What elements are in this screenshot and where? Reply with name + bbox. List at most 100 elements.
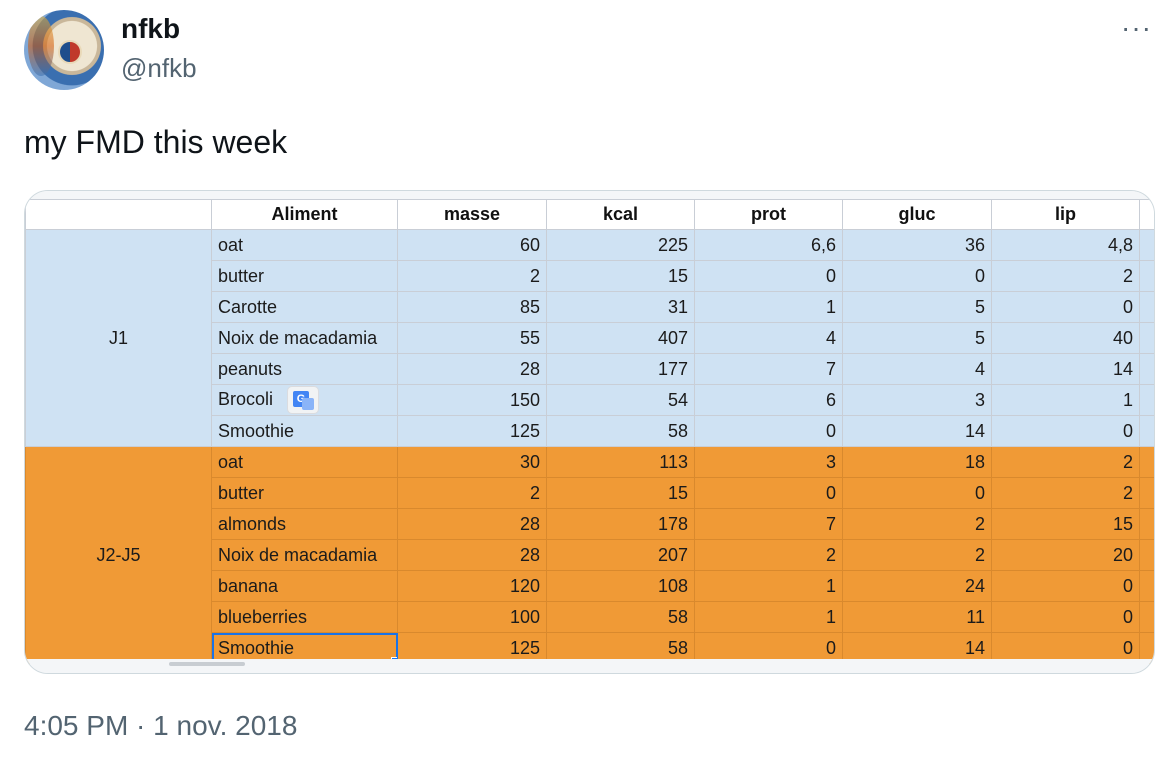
value-cell[interactable]: 18: [842, 446, 992, 478]
value-cell[interactable]: 108: [546, 570, 695, 602]
value-cell[interactable]: 2: [842, 539, 992, 571]
aliment-cell[interactable]: Carotte: [211, 291, 398, 323]
value-cell[interactable]: 24: [842, 570, 992, 602]
value-cell[interactable]: 30: [397, 446, 547, 478]
display-name[interactable]: nfkb: [121, 13, 181, 44]
aliment-cell[interactable]: butter: [211, 260, 398, 292]
cell-text: 2: [529, 265, 540, 286]
value-cell[interactable]: 11: [842, 601, 992, 633]
header-cell[interactable]: masse: [397, 199, 547, 230]
value-cell[interactable]: 6,6: [694, 229, 843, 261]
value-cell[interactable]: 407: [546, 322, 695, 354]
aliment-cell[interactable]: banana: [211, 570, 398, 602]
value-cell[interactable]: 3: [842, 384, 992, 416]
value-cell[interactable]: 113: [546, 446, 695, 478]
value-cell[interactable]: 36: [842, 229, 992, 261]
value-cell[interactable]: 14: [991, 353, 1140, 385]
value-cell[interactable]: 85: [397, 291, 547, 323]
value-cell[interactable]: 55: [397, 322, 547, 354]
value-cell[interactable]: 15: [546, 260, 695, 292]
value-cell[interactable]: 100: [397, 601, 547, 633]
value-cell[interactable]: 207: [546, 539, 695, 571]
value-cell[interactable]: 14: [842, 415, 992, 447]
value-cell[interactable]: 125: [397, 632, 547, 664]
group-label-cell[interactable]: J1: [25, 229, 212, 447]
value-cell[interactable]: 2: [694, 539, 843, 571]
value-cell[interactable]: 0: [991, 415, 1140, 447]
value-cell[interactable]: 125: [397, 415, 547, 447]
aliment-cell[interactable]: blueberries: [211, 601, 398, 633]
value-cell[interactable]: 2: [991, 260, 1140, 292]
value-cell[interactable]: 177: [546, 353, 695, 385]
value-cell[interactable]: 4,8: [991, 229, 1140, 261]
value-cell[interactable]: 7: [694, 353, 843, 385]
horizontal-scrollbar[interactable]: [169, 662, 245, 666]
value-cell[interactable]: 1: [694, 291, 843, 323]
value-cell[interactable]: 4: [694, 322, 843, 354]
google-translate-icon[interactable]: G: [287, 386, 320, 414]
value-cell[interactable]: 28: [397, 508, 547, 540]
value-cell[interactable]: 0: [694, 415, 843, 447]
aliment-cell[interactable]: Noix de macadamia: [211, 322, 398, 354]
value-cell[interactable]: 0: [694, 260, 843, 292]
header-cell[interactable]: gluc: [842, 199, 992, 230]
edge-cell: [1139, 353, 1154, 385]
aliment-cell[interactable]: butter: [211, 477, 398, 509]
value-cell[interactable]: 0: [991, 601, 1140, 633]
value-cell[interactable]: 2: [842, 508, 992, 540]
aliment-cell[interactable]: Smoothie: [211, 415, 398, 447]
value-cell[interactable]: 5: [842, 291, 992, 323]
value-cell[interactable]: 120: [397, 570, 547, 602]
value-cell[interactable]: 58: [546, 632, 695, 664]
value-cell[interactable]: 1: [694, 570, 843, 602]
value-cell[interactable]: 7: [694, 508, 843, 540]
value-cell[interactable]: 20: [991, 539, 1140, 571]
aliment-cell[interactable]: Noix de macadamia: [211, 539, 398, 571]
value-cell[interactable]: 58: [546, 601, 695, 633]
value-cell[interactable]: 0: [842, 260, 992, 292]
aliment-cell[interactable]: Brocoli G: [211, 384, 398, 416]
user-handle[interactable]: @nfkb: [121, 53, 197, 83]
value-cell[interactable]: 0: [694, 632, 843, 664]
value-cell[interactable]: 1: [991, 384, 1140, 416]
value-cell[interactable]: 40: [991, 322, 1140, 354]
header-cell[interactable]: lip: [991, 199, 1140, 230]
value-cell[interactable]: 0: [991, 570, 1140, 602]
value-cell[interactable]: 150: [397, 384, 547, 416]
value-cell[interactable]: 4: [842, 353, 992, 385]
value-cell[interactable]: 2: [991, 477, 1140, 509]
value-cell[interactable]: 58: [546, 415, 695, 447]
aliment-cell[interactable]: oat: [211, 229, 398, 261]
value-cell[interactable]: 2: [991, 446, 1140, 478]
group-label-cell[interactable]: J2-J5: [25, 446, 212, 664]
value-cell[interactable]: 178: [546, 508, 695, 540]
tweet-timestamp[interactable]: 4:05 PM · 1 nov. 2018: [24, 710, 298, 741]
value-cell[interactable]: 5: [842, 322, 992, 354]
aliment-cell[interactable]: peanuts: [211, 353, 398, 385]
header-cell[interactable]: kcal: [546, 199, 695, 230]
value-cell[interactable]: 54: [546, 384, 695, 416]
value-cell[interactable]: 2: [397, 477, 547, 509]
value-cell[interactable]: 60: [397, 229, 547, 261]
value-cell[interactable]: 31: [546, 291, 695, 323]
value-cell[interactable]: 14: [842, 632, 992, 664]
value-cell[interactable]: 15: [546, 477, 695, 509]
avatar[interactable]: [24, 10, 104, 90]
value-cell[interactable]: 2: [397, 260, 547, 292]
value-cell[interactable]: 15: [991, 508, 1140, 540]
value-cell[interactable]: 0: [694, 477, 843, 509]
value-cell[interactable]: 3: [694, 446, 843, 478]
value-cell[interactable]: 0: [991, 291, 1140, 323]
aliment-cell[interactable]: almonds: [211, 508, 398, 540]
value-cell[interactable]: 1: [694, 601, 843, 633]
value-cell[interactable]: 0: [842, 477, 992, 509]
header-cell[interactable]: prot: [694, 199, 843, 230]
value-cell[interactable]: 28: [397, 353, 547, 385]
aliment-cell[interactable]: oat: [211, 446, 398, 478]
value-cell[interactable]: 225: [546, 229, 695, 261]
tweet-media-image[interactable]: Aliment masse kcal prot gluc lip J1 oat 60…: [24, 190, 1155, 674]
value-cell[interactable]: 6: [694, 384, 843, 416]
more-options-icon[interactable]: ···: [1121, 12, 1152, 43]
value-cell[interactable]: 28: [397, 539, 547, 571]
header-cell[interactable]: Aliment: [211, 199, 398, 230]
